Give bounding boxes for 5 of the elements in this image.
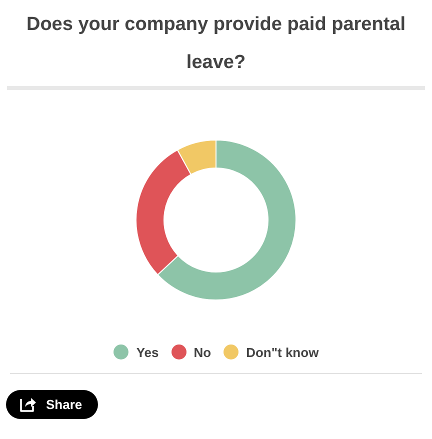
legend-label: Yes <box>136 344 159 360</box>
chart-title: Does your company provide paid parental leave? <box>26 13 406 75</box>
share-button: Share <box>6 390 98 419</box>
legend-label: Don"t know <box>246 344 319 360</box>
legend-label: No <box>194 344 212 360</box>
